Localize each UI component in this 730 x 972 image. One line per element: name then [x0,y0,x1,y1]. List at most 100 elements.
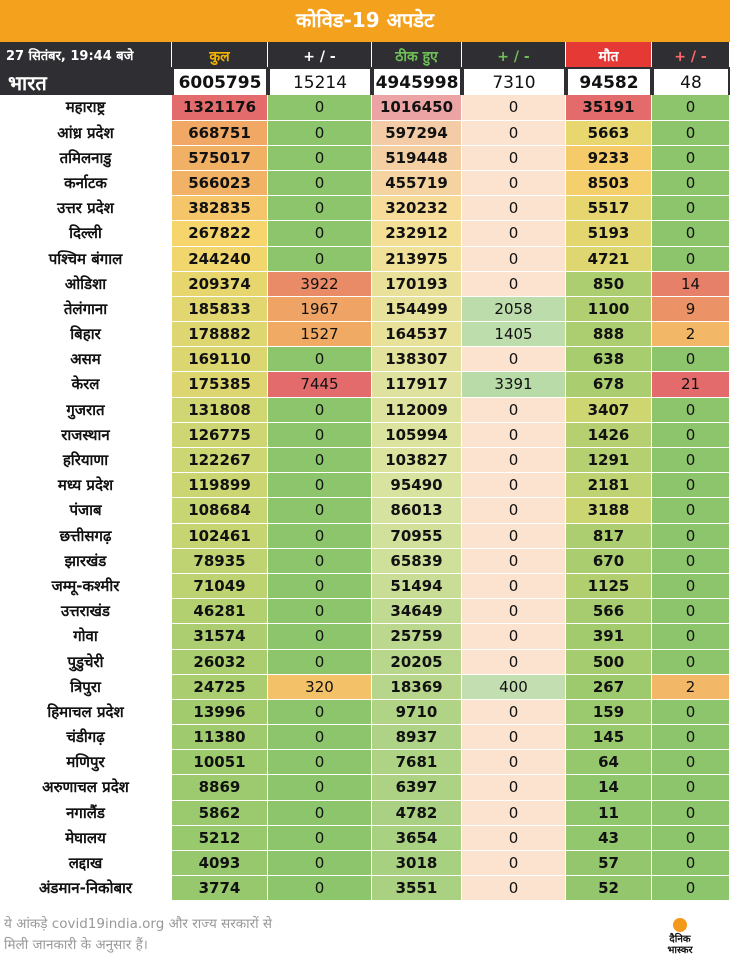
value-cell: 4093 [172,851,268,877]
value-cell: 566023 [172,170,268,197]
state-name: झारखंड [0,548,172,574]
title: कोविड-19 अपडेट [0,0,730,42]
value-cell: 0 [462,800,566,826]
value-cell: 5193 [566,221,652,247]
value-cell: 119899 [172,473,268,499]
state-name: नगालैंड [0,800,172,826]
value-cell: 2 [652,322,730,348]
data-row: झारखंड 78935 0 65839 0 670 0 [0,548,730,574]
data-row: मेघालय 5212 0 3654 0 43 0 [0,825,730,851]
total-cell: 15214 [268,67,372,99]
value-cell: 11380 [172,725,268,751]
value-cell: 0 [652,775,730,801]
value-cell: 0 [462,876,566,902]
value-cell: 0 [652,573,730,600]
value-cell: 138307 [372,347,462,373]
state-name: ओडिशा [0,271,172,297]
value-cell: 0 [462,448,566,474]
value-cell: 159 [566,699,652,726]
data-row: नगालैंड 5862 0 4782 0 11 0 [0,800,730,826]
value-cell: 3018 [372,851,462,877]
data-row: गोवा 31574 0 25759 0 391 0 [0,624,730,650]
value-cell: 0 [652,170,730,197]
state-name: छत्तीसगढ़ [0,523,172,549]
table: 27 सितंबर, 19:44 बजे कुल + / - ठीक हुए + / -… [0,42,730,902]
value-cell: 170193 [372,271,462,297]
note-line: मिली जानकारी के अनुसार हैं। [4,937,148,953]
value-cell: 2181 [566,473,652,499]
value-cell: 455719 [372,170,462,197]
value-cell: 64 [566,750,652,776]
logo-dot [673,918,687,932]
state-name: जम्मू-कश्मीर [0,573,172,600]
value-cell: 175385 [172,372,268,398]
state-name: त्रिपुरा [0,674,172,700]
value-cell: 0 [652,699,730,726]
value-cell: 0 [462,246,566,272]
value-cell: 112009 [372,397,462,423]
value-cell: 0 [268,170,372,197]
value-cell: 0 [268,750,372,776]
state-name: अंडमान-निकोबार [0,876,172,902]
value-cell: 0 [652,221,730,247]
value-cell: 0 [268,775,372,801]
data-row: जम्मू-कश्मीर 71049 0 51494 0 1125 0 [0,573,730,600]
value-cell: 178882 [172,322,268,348]
value-cell: 0 [462,750,566,776]
value-cell: 9233 [566,145,652,171]
value-cell: 34649 [372,599,462,625]
total-cell: 4945998 [372,67,462,99]
value-cell: 31574 [172,624,268,650]
state-name: मेघालय [0,825,172,851]
data-row: असम 169110 0 138307 0 638 0 [0,347,730,373]
data-row: अंडमान-निकोबार 3774 0 3551 0 52 0 [0,876,730,902]
value-cell: 3391 [462,372,566,398]
value-cell: 670 [566,548,652,574]
value-cell: 108684 [172,498,268,524]
value-cell: 0 [268,473,372,499]
value-cell: 1291 [566,448,652,474]
value-cell: 0 [652,523,730,549]
state-name: असम [0,347,172,373]
value-cell: 5663 [566,120,652,146]
value-cell: 244240 [172,246,268,272]
value-cell: 500 [566,649,652,675]
total-cell: 7310 [462,67,566,99]
value-cell: 0 [652,498,730,524]
data-row: त्रिपुरा 24725 320 18369 400 267 2 [0,674,730,700]
value-cell: 0 [652,120,730,146]
total-row: भारत 6005795 15214 4945998 7310 94582 48 [0,67,730,99]
state-name: केरल [0,372,172,398]
state-name: दिल्ली [0,221,172,247]
data-row: अरुणाचल प्रदेश 8869 0 6397 0 14 0 [0,775,730,801]
value-cell: 0 [462,170,566,197]
value-cell: 0 [268,825,372,851]
value-cell: 0 [652,548,730,574]
value-cell: 575017 [172,145,268,171]
value-cell: 4721 [566,246,652,272]
value-cell: 597294 [372,120,462,146]
value-cell: 3654 [372,825,462,851]
value-cell: 46281 [172,599,268,625]
value-cell: 18369 [372,674,462,700]
value-cell: 638 [566,347,652,373]
value-cell: 9710 [372,699,462,726]
value-cell: 0 [462,397,566,423]
state-name: आंध्र प्रदेश [0,120,172,146]
data-row: तेलंगाना 185833 1967 154499 2058 1100 9 [0,296,730,323]
value-cell: 0 [268,448,372,474]
value-cell: 169110 [172,347,268,373]
value-cell: 145 [566,725,652,751]
value-cell: 2058 [462,296,566,323]
value-cell: 0 [462,699,566,726]
state-name: तेलंगाना [0,296,172,323]
value-cell: 0 [462,775,566,801]
value-cell: 14 [566,775,652,801]
value-cell: 105994 [372,422,462,448]
state-name: पंजाब [0,498,172,524]
total-cell: 6005795 [172,67,268,99]
value-cell: 0 [268,145,372,171]
value-cell: 267822 [172,221,268,247]
state-name: पुडुचेरी [0,649,172,675]
value-cell: 102461 [172,523,268,549]
